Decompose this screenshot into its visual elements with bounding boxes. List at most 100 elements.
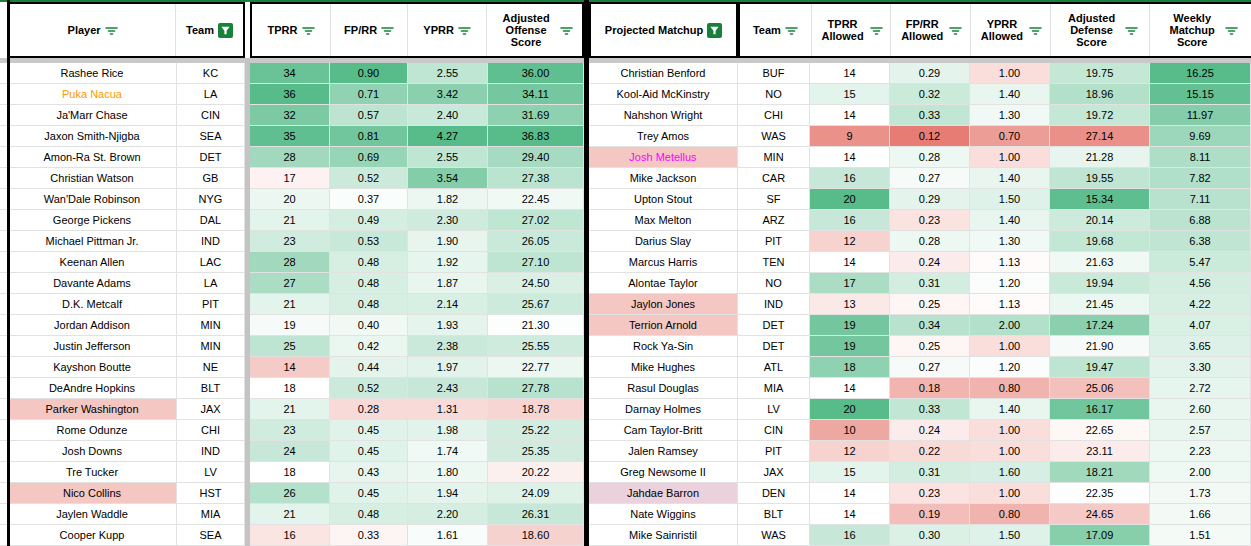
fprr-allowed-cell[interactable]: 0.24	[890, 252, 970, 273]
weekly-matchup-score-cell[interactable]: 2.57	[1150, 420, 1251, 441]
tprr-allowed-cell[interactable]: 16	[810, 525, 890, 546]
tprr-cell[interactable]: 21	[250, 399, 330, 420]
team-cell[interactable]: HST	[177, 483, 245, 504]
fprr-allowed-cell[interactable]: 0.23	[890, 483, 970, 504]
matchup-player-cell[interactable]: Jaylon Jones	[589, 294, 738, 315]
fprr-allowed-cell[interactable]: 0.25	[890, 336, 970, 357]
adjusted-offense-score-cell[interactable]: 34.11	[488, 84, 584, 105]
team-cell[interactable]: IND	[738, 294, 810, 315]
yprr-cell[interactable]: 1.93	[408, 315, 488, 336]
team-cell[interactable]: DET	[738, 315, 810, 336]
tprr-cell[interactable]: 34	[250, 63, 330, 84]
team-cell[interactable]: MIA	[738, 378, 810, 399]
weekly-matchup-score-cell[interactable]: 7.11	[1150, 189, 1251, 210]
player-cell[interactable]: Puka Nacua	[8, 84, 177, 105]
tprr-cell[interactable]: 18	[250, 462, 330, 483]
yprr-allowed-cell[interactable]: 1.13	[970, 294, 1050, 315]
adjusted-defense-score-cell[interactable]: 21.90	[1050, 336, 1150, 357]
yprr-cell[interactable]: 2.30	[408, 210, 488, 231]
team-cell[interactable]: SF	[738, 189, 810, 210]
adjusted-offense-score-cell[interactable]: 25.55	[488, 336, 584, 357]
yprr-allowed-cell[interactable]: 1.40	[970, 399, 1050, 420]
adjusted-defense-score-cell[interactable]: 19.68	[1050, 231, 1150, 252]
tprr-cell[interactable]: 28	[250, 252, 330, 273]
team-cell[interactable]: WAS	[738, 525, 810, 546]
tprr-cell[interactable]: 28	[250, 147, 330, 168]
fprr-allowed-cell[interactable]: 0.28	[890, 147, 970, 168]
adjusted-offense-score-cell[interactable]: 25.67	[488, 294, 584, 315]
adjusted-defense-score-cell[interactable]: 19.47	[1050, 357, 1150, 378]
adjusted-offense-score-cell[interactable]: 36.00	[488, 63, 584, 84]
player-cell[interactable]: Nico Collins	[8, 483, 177, 504]
tprr-cell[interactable]: 14	[250, 357, 330, 378]
fprr-allowed-cell[interactable]: 0.27	[890, 357, 970, 378]
fprr-cell[interactable]: 0.43	[330, 462, 408, 483]
tprr-allowed-cell[interactable]: 16	[810, 210, 890, 231]
weekly-matchup-score-cell[interactable]: 15.15	[1150, 84, 1251, 105]
matchup-player-cell[interactable]: Max Melton	[589, 210, 738, 231]
player-cell[interactable]: Keenan Allen	[8, 252, 177, 273]
yprr-cell[interactable]: 2.38	[408, 336, 488, 357]
matchup-player-cell[interactable]: Upton Stout	[589, 189, 738, 210]
weekly-matchup-score-cell[interactable]: 3.65	[1150, 336, 1251, 357]
tprr-cell[interactable]: 16	[250, 525, 330, 546]
yprr-cell[interactable]: 3.54	[408, 168, 488, 189]
filter-icon[interactable]	[458, 25, 471, 36]
header-yprr[interactable]: YPRR	[408, 4, 487, 56]
team-cell[interactable]: SEA	[177, 126, 245, 147]
adjusted-offense-score-cell[interactable]: 36.83	[488, 126, 584, 147]
fprr-cell[interactable]: 0.45	[330, 483, 408, 504]
weekly-matchup-score-cell[interactable]: 6.88	[1150, 210, 1251, 231]
team-cell[interactable]: BUF	[738, 63, 810, 84]
tprr-allowed-cell[interactable]: 15	[810, 84, 890, 105]
weekly-matchup-score-cell[interactable]: 9.69	[1150, 126, 1251, 147]
filter-icon[interactable]	[560, 25, 573, 36]
weekly-matchup-score-cell[interactable]: 11.97	[1150, 105, 1251, 126]
fprr-cell[interactable]: 0.52	[330, 168, 408, 189]
player-cell[interactable]: George Pickens	[8, 210, 177, 231]
header-tprr-allowed[interactable]: TPRR Allowed	[812, 4, 892, 56]
fprr-cell[interactable]: 0.40	[330, 315, 408, 336]
header-tprr[interactable]: TPRR	[252, 4, 331, 56]
yprr-allowed-cell[interactable]: 1.20	[970, 273, 1050, 294]
fprr-allowed-cell[interactable]: 0.18	[890, 378, 970, 399]
yprr-cell[interactable]: 2.43	[408, 378, 488, 399]
player-cell[interactable]: Jordan Addison	[8, 315, 177, 336]
tprr-allowed-cell[interactable]: 13	[810, 294, 890, 315]
weekly-matchup-score-cell[interactable]: 2.72	[1150, 378, 1251, 399]
weekly-matchup-score-cell[interactable]: 4.56	[1150, 273, 1251, 294]
player-cell[interactable]: Davante Adams	[8, 273, 177, 294]
yprr-allowed-cell[interactable]: 2.00	[970, 315, 1050, 336]
tprr-cell[interactable]: 19	[250, 315, 330, 336]
tprr-allowed-cell[interactable]: 9	[810, 126, 890, 147]
matchup-player-cell[interactable]: Mike Sainristil	[589, 525, 738, 546]
player-cell[interactable]: Wan'Dale Robinson	[8, 189, 177, 210]
weekly-matchup-score-cell[interactable]: 3.30	[1150, 357, 1251, 378]
team-cell[interactable]: PIT	[177, 294, 245, 315]
team-cell[interactable]: BLT	[738, 504, 810, 525]
weekly-matchup-score-cell[interactable]: 6.38	[1150, 231, 1251, 252]
matchup-player-cell[interactable]: Jalen Ramsey	[589, 441, 738, 462]
team-cell[interactable]: PIT	[738, 441, 810, 462]
yprr-allowed-cell[interactable]: 1.00	[970, 420, 1050, 441]
weekly-matchup-score-cell[interactable]: 2.00	[1150, 462, 1251, 483]
adjusted-defense-score-cell[interactable]: 15.34	[1050, 189, 1150, 210]
adjusted-defense-score-cell[interactable]: 19.72	[1050, 105, 1150, 126]
tprr-allowed-cell[interactable]: 14	[810, 378, 890, 399]
adjusted-offense-score-cell[interactable]: 22.45	[488, 189, 584, 210]
fprr-cell[interactable]: 0.48	[330, 504, 408, 525]
player-cell[interactable]: D.K. Metcalf	[8, 294, 177, 315]
yprr-cell[interactable]: 1.90	[408, 231, 488, 252]
filter-icon[interactable]	[1029, 25, 1042, 36]
fprr-cell[interactable]: 0.48	[330, 252, 408, 273]
matchup-player-cell[interactable]: Trey Amos	[589, 126, 738, 147]
adjusted-offense-score-cell[interactable]: 27.02	[488, 210, 584, 231]
player-cell[interactable]: Rashee Rice	[8, 63, 177, 84]
header-adjusted-offense-score[interactable]: Adjusted Offense Score	[487, 4, 582, 56]
tprr-allowed-cell[interactable]: 10	[810, 420, 890, 441]
player-cell[interactable]: Christian Watson	[8, 168, 177, 189]
fprr-cell[interactable]: 0.49	[330, 210, 408, 231]
filter-icon[interactable]	[1125, 25, 1138, 36]
team-cell[interactable]: LV	[177, 462, 245, 483]
player-cell[interactable]: Ja'Marr Chase	[8, 105, 177, 126]
